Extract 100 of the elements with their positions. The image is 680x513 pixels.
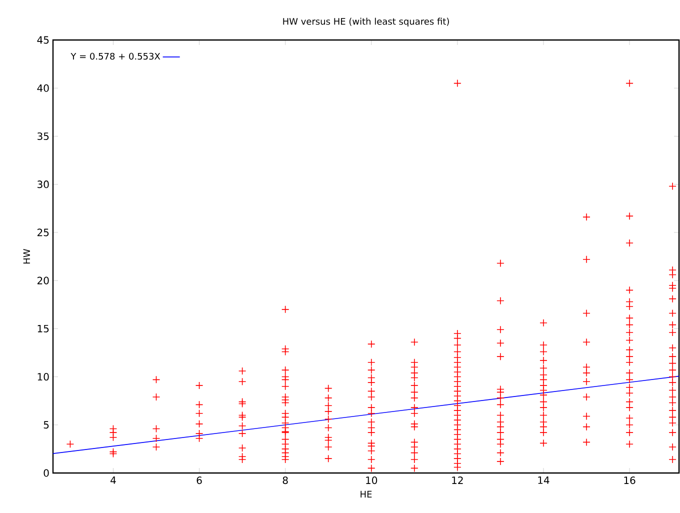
point bbox=[626, 389, 634, 398]
point bbox=[454, 363, 462, 372]
point bbox=[454, 330, 462, 338]
point bbox=[582, 378, 590, 386]
point bbox=[454, 392, 462, 400]
point bbox=[152, 376, 160, 384]
point bbox=[582, 393, 590, 401]
point bbox=[367, 418, 376, 426]
point bbox=[582, 422, 590, 431]
point bbox=[454, 454, 462, 462]
point bbox=[367, 409, 376, 418]
point bbox=[668, 413, 676, 422]
point bbox=[582, 255, 590, 264]
y-tick-label: 5 bbox=[44, 421, 49, 429]
point bbox=[367, 387, 376, 396]
point bbox=[324, 402, 332, 410]
y-tick-label: 15 bbox=[38, 324, 49, 332]
point bbox=[454, 450, 462, 458]
point bbox=[367, 366, 376, 374]
point bbox=[540, 428, 548, 436]
y-tick-label: 45 bbox=[37, 36, 49, 44]
point bbox=[454, 79, 462, 88]
point bbox=[367, 442, 376, 450]
point bbox=[496, 259, 504, 268]
point bbox=[281, 376, 290, 384]
point bbox=[626, 328, 634, 336]
point bbox=[367, 424, 376, 432]
point bbox=[668, 366, 676, 374]
point bbox=[410, 338, 418, 346]
point bbox=[454, 358, 462, 366]
point bbox=[281, 456, 290, 464]
point bbox=[410, 456, 418, 464]
point bbox=[582, 338, 590, 346]
point bbox=[626, 320, 634, 329]
x-tick-label: 8 bbox=[282, 476, 288, 484]
point bbox=[324, 384, 332, 392]
point bbox=[454, 406, 462, 414]
point bbox=[626, 352, 634, 360]
point bbox=[668, 372, 676, 381]
point bbox=[626, 302, 634, 310]
point bbox=[324, 443, 332, 451]
point bbox=[496, 339, 504, 347]
point bbox=[410, 382, 418, 390]
point bbox=[540, 386, 548, 394]
point bbox=[109, 428, 118, 436]
point bbox=[454, 387, 462, 396]
point bbox=[668, 270, 676, 279]
point bbox=[281, 306, 290, 314]
point bbox=[454, 382, 462, 390]
point bbox=[454, 396, 462, 405]
point bbox=[668, 406, 676, 414]
point bbox=[410, 374, 418, 382]
point bbox=[152, 443, 160, 451]
point bbox=[238, 398, 246, 406]
point bbox=[238, 456, 246, 464]
point bbox=[626, 346, 634, 354]
point bbox=[668, 428, 676, 436]
point bbox=[626, 239, 634, 247]
point bbox=[668, 266, 676, 274]
y-tick-label: 30 bbox=[38, 180, 49, 188]
point bbox=[496, 440, 504, 448]
point bbox=[540, 356, 548, 364]
point bbox=[626, 376, 634, 384]
point bbox=[195, 430, 204, 438]
point bbox=[454, 348, 462, 356]
point bbox=[367, 378, 376, 386]
point bbox=[367, 456, 376, 464]
point bbox=[454, 334, 462, 342]
point bbox=[238, 422, 246, 430]
point bbox=[281, 348, 290, 356]
point bbox=[496, 422, 504, 431]
x-tick-label: 4 bbox=[110, 476, 116, 484]
point bbox=[540, 318, 548, 327]
point bbox=[238, 430, 246, 438]
point bbox=[668, 359, 676, 368]
point bbox=[410, 409, 418, 418]
point bbox=[454, 426, 462, 434]
point bbox=[454, 420, 462, 429]
point bbox=[281, 366, 290, 374]
point bbox=[324, 436, 332, 444]
point bbox=[496, 394, 504, 402]
point bbox=[195, 434, 204, 442]
point bbox=[195, 409, 204, 418]
point bbox=[496, 326, 504, 334]
point bbox=[238, 400, 246, 408]
point bbox=[66, 440, 74, 448]
y-tick-label: 25 bbox=[37, 228, 49, 236]
point bbox=[324, 424, 332, 432]
point bbox=[540, 411, 548, 420]
point bbox=[238, 378, 246, 386]
point bbox=[367, 428, 376, 436]
point bbox=[582, 369, 590, 377]
x-tick-label: 14 bbox=[538, 476, 550, 484]
x-axis-title: HE bbox=[360, 490, 372, 498]
y-tick-label: 10 bbox=[38, 372, 49, 381]
point bbox=[626, 404, 634, 412]
point bbox=[454, 430, 462, 438]
point bbox=[324, 454, 332, 462]
point bbox=[540, 370, 548, 379]
chart-title: HW versus HE (with least squares fit) bbox=[283, 18, 449, 27]
